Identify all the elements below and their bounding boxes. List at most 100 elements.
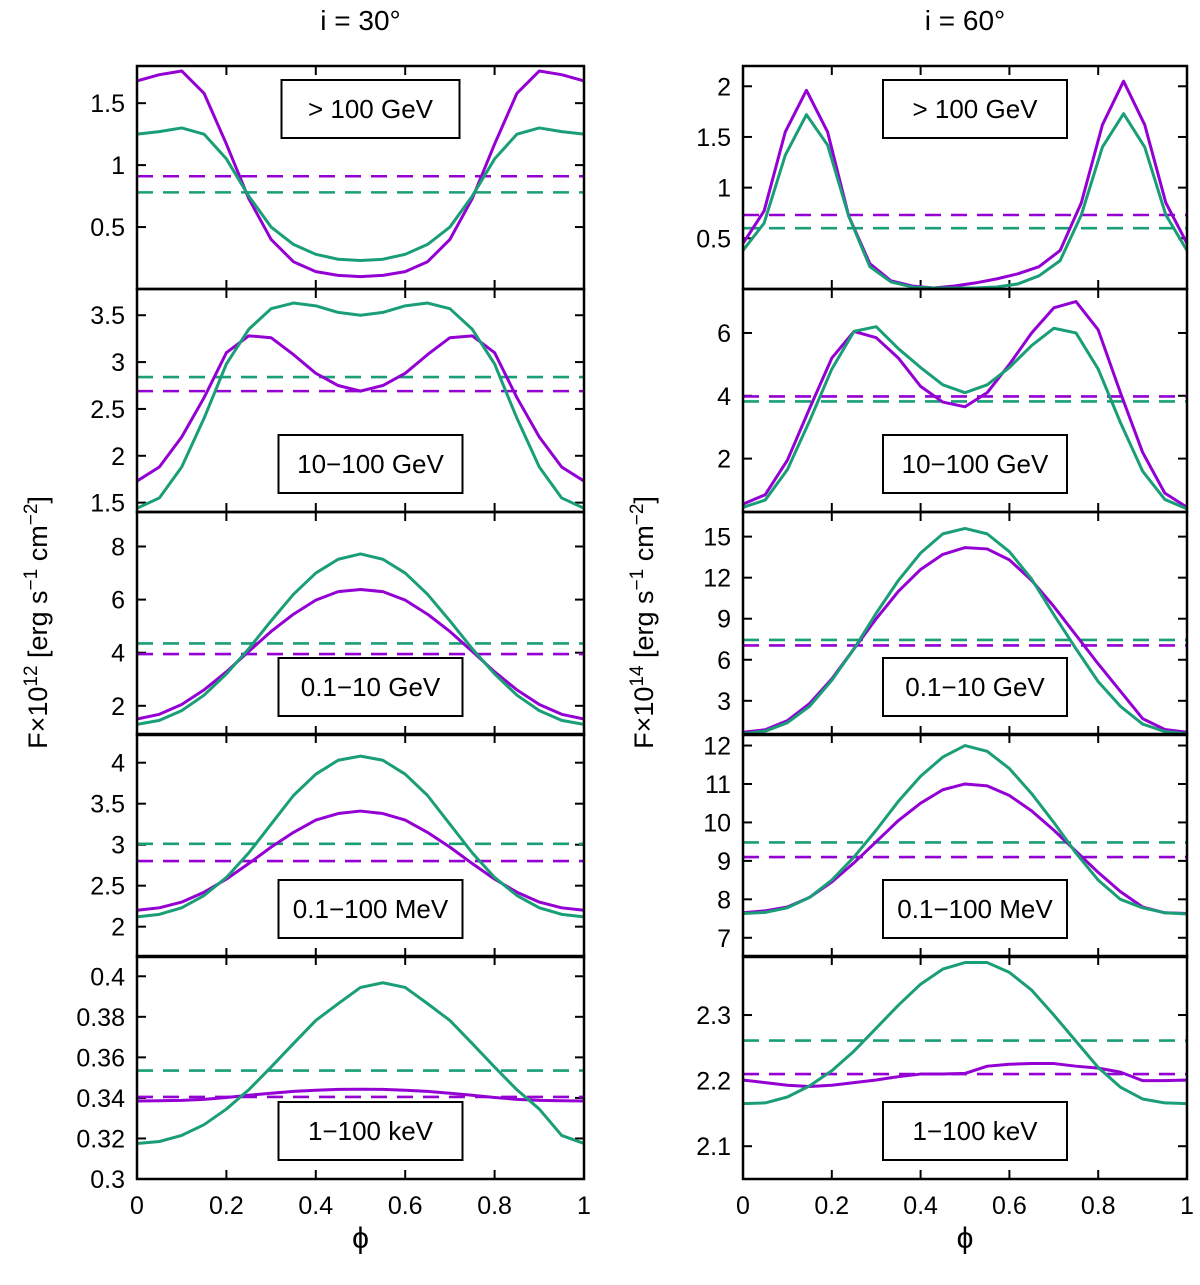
y-tick-label: 7 — [717, 925, 731, 953]
x-tick-label: 1 — [1180, 1192, 1194, 1220]
y-tick-label: 9 — [717, 848, 731, 876]
band-label: 1−100 keV — [912, 1116, 1038, 1146]
y-tick-label: 2 — [111, 914, 125, 942]
y-tick-label: 12 — [703, 733, 731, 761]
panel-data — [137, 754, 584, 919]
panel-5: 2.1 2.2 2.3 1−100 keV — [696, 954, 1189, 1181]
y-tick-label: 2.5 — [90, 873, 125, 901]
y-tick-label: 1.5 — [696, 124, 731, 152]
y-axis-label-part: −2 — [627, 504, 648, 526]
x-tick-label: 0.4 — [903, 1192, 938, 1220]
x-tick-label: 0.8 — [1081, 1192, 1116, 1220]
panel-data — [137, 981, 584, 1146]
y-axis-label-part: F×10 — [23, 687, 53, 749]
band-label-box — [882, 1101, 1068, 1161]
y-axis-label-part: ] — [23, 496, 53, 504]
x-tick-label: 0.2 — [814, 1192, 849, 1220]
x-tick-label: 0.2 — [209, 1192, 244, 1220]
band-label: > 100 GeV — [912, 94, 1038, 124]
band-label-box — [882, 79, 1068, 139]
panel-frame — [741, 954, 1189, 1181]
y-tick-label: 2 — [111, 443, 125, 471]
panel-1: 0.5 1 1.5 > 100 GeV — [90, 64, 586, 291]
column-title: i = 60° — [925, 5, 1005, 36]
y-tick-label: 4 — [111, 640, 125, 668]
y-axis-label-part: ] — [629, 496, 659, 504]
panel-4: 7 8 9 10 11 12 0.1−100 MeV — [703, 733, 1189, 959]
band-label: 1−100 keV — [308, 1116, 434, 1146]
y-axis-label-part: cm — [629, 525, 659, 569]
series-line-green — [743, 961, 1187, 1106]
y-tick-label: 0.5 — [90, 214, 125, 242]
x-tick-label: 0.8 — [477, 1192, 512, 1220]
y-axis-label-part: 14 — [627, 665, 648, 687]
y-tick-label: 0.36 — [76, 1044, 125, 1072]
series-line-green — [137, 126, 584, 263]
band-label-box — [882, 657, 1068, 717]
panel-2: 2 4 6 10−100 GeV — [717, 287, 1189, 514]
band-label-box — [277, 434, 464, 494]
y-tick-label: 4 — [111, 750, 125, 778]
y-tick-label: 2 — [111, 693, 125, 721]
y-tick-label: 9 — [717, 606, 731, 634]
y-tick-label: 0.34 — [76, 1085, 125, 1113]
panel-data — [137, 552, 584, 726]
y-tick-label: 0.5 — [696, 225, 731, 253]
band-label: 0.1−100 MeV — [897, 894, 1053, 924]
panel-4: 2 2.5 3 3.5 4 0.1−100 MeV — [90, 732, 586, 959]
panel-data — [743, 79, 1187, 289]
band-label: 0.1−10 GeV — [301, 672, 441, 702]
band-label-box — [277, 657, 464, 717]
x-axis-label: ϕ — [957, 1222, 974, 1255]
panel-frame — [135, 954, 586, 1181]
band-label: 0.1−10 GeV — [905, 672, 1045, 702]
x-tick-label: 0.4 — [298, 1192, 333, 1220]
y-axis-label-part: 12 — [21, 665, 42, 686]
y-axis-label: F×1014 [erg s−1 cm−2] — [627, 496, 660, 749]
y-tick-label: 3.5 — [90, 302, 125, 330]
y-tick-label: 0.4 — [90, 963, 125, 991]
y-axis-label-part: [erg s — [629, 590, 659, 665]
y-axis-label-part: [erg s — [23, 590, 53, 665]
panel-3: 2 4 6 8 0.1−10 GeV — [111, 510, 586, 737]
panel-data — [137, 69, 584, 279]
y-tick-label: 3 — [111, 832, 125, 860]
y-tick-label: 10 — [703, 809, 731, 837]
x-tick-label: 0 — [130, 1192, 144, 1220]
y-axis-label-part: −2 — [21, 504, 42, 526]
y-tick-label: 0.32 — [76, 1125, 125, 1153]
band-label-box — [277, 1101, 464, 1161]
y-tick-label: 2 — [717, 73, 731, 101]
panel-3: 3 6 9 12 15 0.1−10 GeV — [703, 510, 1189, 737]
y-tick-label: 3 — [717, 688, 731, 716]
y-tick-label: 2.3 — [696, 1002, 731, 1030]
y-tick-label: 3.5 — [90, 791, 125, 819]
y-tick-label: 8 — [111, 534, 125, 562]
y-axis-label: F×1012 [erg s−1 cm−2] — [21, 496, 54, 749]
series-line-purple — [743, 79, 1187, 289]
y-tick-label: 1 — [111, 152, 125, 180]
y-tick-label: 2.2 — [696, 1068, 731, 1096]
y-tick-label: 4 — [717, 383, 731, 411]
x-tick-label: 0.6 — [992, 1192, 1027, 1220]
y-tick-label: 0.3 — [90, 1166, 125, 1194]
column-title: i = 30° — [320, 5, 400, 36]
band-label-box — [882, 434, 1068, 494]
band-label-box — [882, 879, 1068, 939]
panel-data — [743, 744, 1187, 916]
panel-data — [743, 300, 1187, 511]
chart-column-2: i = 60° F×1014 [erg s−1 cm−2] ϕ 0.5 1 1.5 2 > 1… — [627, 5, 1194, 1255]
y-tick-label: 1.5 — [90, 490, 125, 518]
band-label-box — [280, 79, 461, 139]
band-label: > 100 GeV — [308, 94, 434, 124]
x-tick-label: 0.6 — [388, 1192, 423, 1220]
band-label: 10−100 GeV — [902, 449, 1049, 479]
y-tick-label: 2.5 — [90, 396, 125, 424]
band-label: 10−100 GeV — [297, 449, 444, 479]
y-tick-label: 8 — [717, 886, 731, 914]
y-axis-label-part: −1 — [627, 569, 648, 591]
panel-1: 0.5 1 1.5 2 > 100 GeV — [696, 64, 1189, 291]
y-tick-label: 6 — [717, 647, 731, 675]
x-tick-label: 1 — [577, 1192, 591, 1220]
y-tick-label: 2.1 — [696, 1133, 731, 1161]
